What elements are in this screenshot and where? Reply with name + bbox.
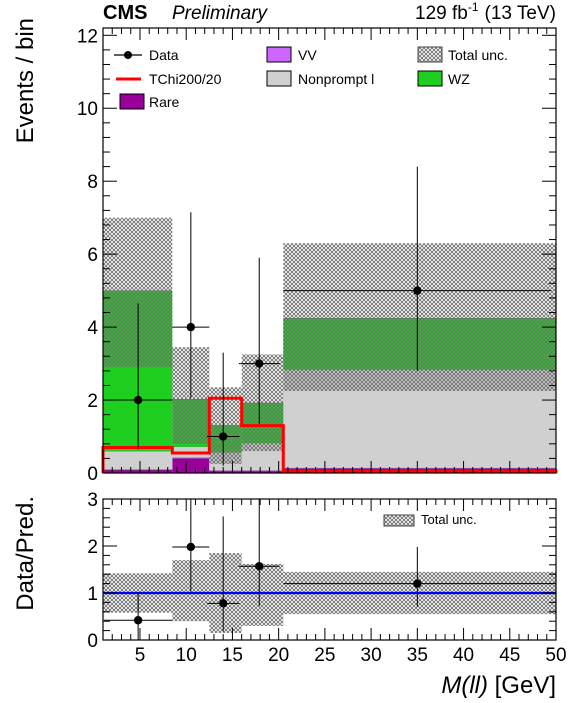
lumi-exponent: -1 — [468, 0, 479, 14]
bar-vv-bin-2 — [172, 457, 210, 459]
ratio-xtick-label-20: 20 — [268, 645, 289, 666]
ratio-y-axis-title: Data/Pred. — [12, 496, 39, 611]
unc-band-bin-3 — [209, 387, 242, 464]
legend-label-nonprompt: Nonprompt l — [298, 71, 374, 87]
legend-entry-total-unc: Total unc. — [417, 46, 508, 63]
preliminary-label: Preliminary — [172, 3, 269, 24]
lumi-value: 129 fb — [415, 3, 468, 24]
main-ytick-label-4: 4 — [87, 318, 98, 339]
main-ytick-label-2: 2 — [87, 391, 98, 412]
ratio-points — [103, 499, 552, 640]
ratio-legend-entry: Total unc. — [383, 512, 477, 527]
ratio-point-2 — [186, 542, 196, 552]
legend-entry-wz: WZ — [417, 70, 470, 87]
ratio-xtick-label-35: 35 — [407, 645, 428, 666]
legend-entry-rare: Rare — [119, 93, 180, 110]
legend-entry-nonprompt: Nonprompt l — [266, 70, 374, 87]
signal-line — [101, 396, 558, 473]
data-point-2 — [186, 322, 196, 332]
bar-vv-bin-1 — [103, 469, 173, 471]
lumi-label: 129 fb-1 (13 TeV) — [415, 0, 556, 24]
bar-nonprompt-l-bin-1 — [103, 451, 173, 470]
ratio-point-3 — [218, 599, 228, 608]
ratio-xtick-label-5: 5 — [135, 645, 146, 666]
bar-rare-bin-3 — [209, 471, 242, 473]
ratio-ytick-label-0: 0 — [87, 631, 98, 652]
legend: Data VV Total unc. TChi200/20 Nonprompt … — [114, 46, 508, 110]
legend-label-total-unc: Total unc. — [448, 47, 508, 63]
unc-band-bin-4 — [241, 354, 284, 452]
legend-label-data: Data — [149, 47, 179, 63]
ratio-xtick-label-30: 30 — [361, 645, 382, 666]
legend-entry-vv: VV — [266, 46, 317, 63]
ratio-ytick-label-2: 2 — [87, 537, 98, 558]
main-y-axis-title: Events / bin — [12, 18, 39, 143]
bar-vv-bin-4 — [241, 470, 284, 472]
cms-label: CMS — [103, 2, 147, 24]
data-points — [103, 166, 552, 466]
main-frame — [102, 27, 557, 474]
ratio-legend-label: Total unc. — [421, 512, 477, 527]
bar-vv-bin-3 — [209, 470, 242, 472]
legend-label-signal: TChi200/20 — [149, 71, 222, 87]
data-point-1 — [133, 395, 143, 405]
legend-label-vv: VV — [298, 47, 317, 63]
ratio-point-1 — [133, 616, 143, 625]
ratio-point-4 — [255, 562, 264, 571]
bar-rare-bin-2 — [172, 458, 210, 473]
ratio-xtick-label-40: 40 — [453, 645, 474, 666]
ratio-ytick-label-1: 1 — [87, 584, 98, 605]
ratio-ytick-label-3: 3 — [87, 490, 98, 511]
ratio-xtick-label-10: 10 — [176, 645, 197, 666]
legend-label-wz: WZ — [448, 71, 470, 87]
bar-rare-bin-4 — [241, 471, 284, 473]
ratio-xtick-label-25: 25 — [314, 645, 335, 666]
ratio-xtick-label-15: 15 — [222, 645, 243, 666]
main-ytick-label-0: 0 — [87, 464, 98, 485]
ratio-xtick-label-50: 50 — [545, 645, 566, 666]
data-point-3 — [218, 432, 228, 441]
unc-band-bin-5 — [283, 243, 556, 391]
bar-rare-bin-1 — [103, 470, 173, 473]
signal-histogram — [101, 396, 558, 473]
bar-vv-bin-5 — [283, 467, 556, 469]
data-point-4 — [255, 359, 264, 368]
main-ytick-label-6: 6 — [87, 245, 98, 266]
main-ytick-label-12: 12 — [77, 26, 98, 47]
legend-entry-data: Data — [114, 47, 179, 63]
legend-entry-signal: TChi200/20 — [116, 71, 222, 87]
energy-label: (13 TeV) — [485, 3, 556, 24]
main-panel: 0 2 4 6 8 10 12 — [77, 26, 558, 485]
main-ytick-label-10: 10 — [77, 99, 98, 120]
legend-label-rare: Rare — [149, 94, 180, 110]
main-axes: 0 2 4 6 8 10 12 — [77, 26, 557, 485]
main-ytick-label-8: 8 — [87, 172, 98, 193]
total-unc-band — [103, 217, 556, 464]
ratio-frame — [102, 498, 557, 641]
ratio-point-5 — [413, 579, 422, 588]
ratio-unc-bin-4 — [241, 563, 284, 626]
data-point-5 — [413, 286, 422, 295]
ratio-xtick-label-45: 45 — [499, 645, 520, 666]
x-axis-title: M(ll) [GeV] — [441, 672, 556, 699]
